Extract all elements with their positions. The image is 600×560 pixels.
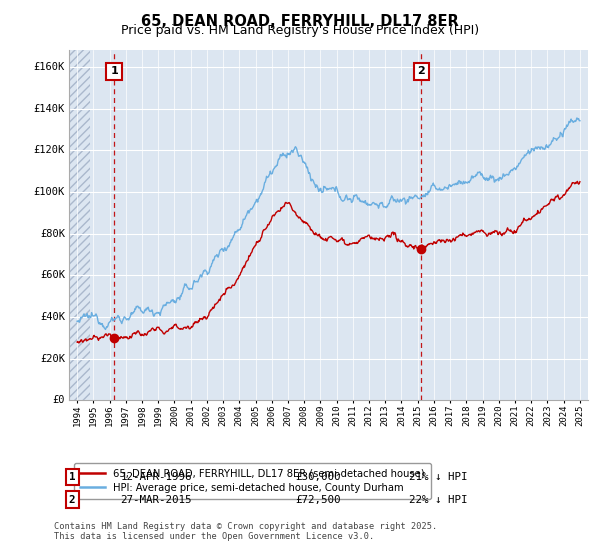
Text: £100K: £100K	[34, 187, 65, 197]
Text: 12-APR-1996: 12-APR-1996	[120, 472, 192, 482]
Text: 2: 2	[418, 67, 425, 76]
Text: £60K: £60K	[40, 270, 65, 281]
Text: 65, DEAN ROAD, FERRYHILL, DL17 8ER: 65, DEAN ROAD, FERRYHILL, DL17 8ER	[141, 14, 459, 29]
Text: 2: 2	[69, 494, 75, 505]
Text: £40K: £40K	[40, 312, 65, 322]
Text: 27-MAR-2015: 27-MAR-2015	[120, 494, 192, 505]
Text: Contains HM Land Registry data © Crown copyright and database right 2025.
This d: Contains HM Land Registry data © Crown c…	[54, 522, 437, 542]
Legend: 65, DEAN ROAD, FERRYHILL, DL17 8ER (semi-detached house), HPI: Average price, se: 65, DEAN ROAD, FERRYHILL, DL17 8ER (semi…	[74, 463, 431, 498]
Text: £20K: £20K	[40, 354, 65, 364]
Text: £80K: £80K	[40, 228, 65, 239]
Text: £160K: £160K	[34, 62, 65, 72]
Bar	[69, 50, 90, 400]
Text: 21% ↓ HPI: 21% ↓ HPI	[409, 472, 467, 482]
Text: £140K: £140K	[34, 104, 65, 114]
Text: 1: 1	[69, 472, 75, 482]
Text: Price paid vs. HM Land Registry's House Price Index (HPI): Price paid vs. HM Land Registry's House …	[121, 24, 479, 37]
Text: 22% ↓ HPI: 22% ↓ HPI	[409, 494, 467, 505]
Text: £120K: £120K	[34, 146, 65, 155]
Text: 1: 1	[110, 67, 118, 76]
Text: £0: £0	[52, 395, 65, 405]
Text: £72,500: £72,500	[295, 494, 341, 505]
Text: £30,000: £30,000	[295, 472, 341, 482]
